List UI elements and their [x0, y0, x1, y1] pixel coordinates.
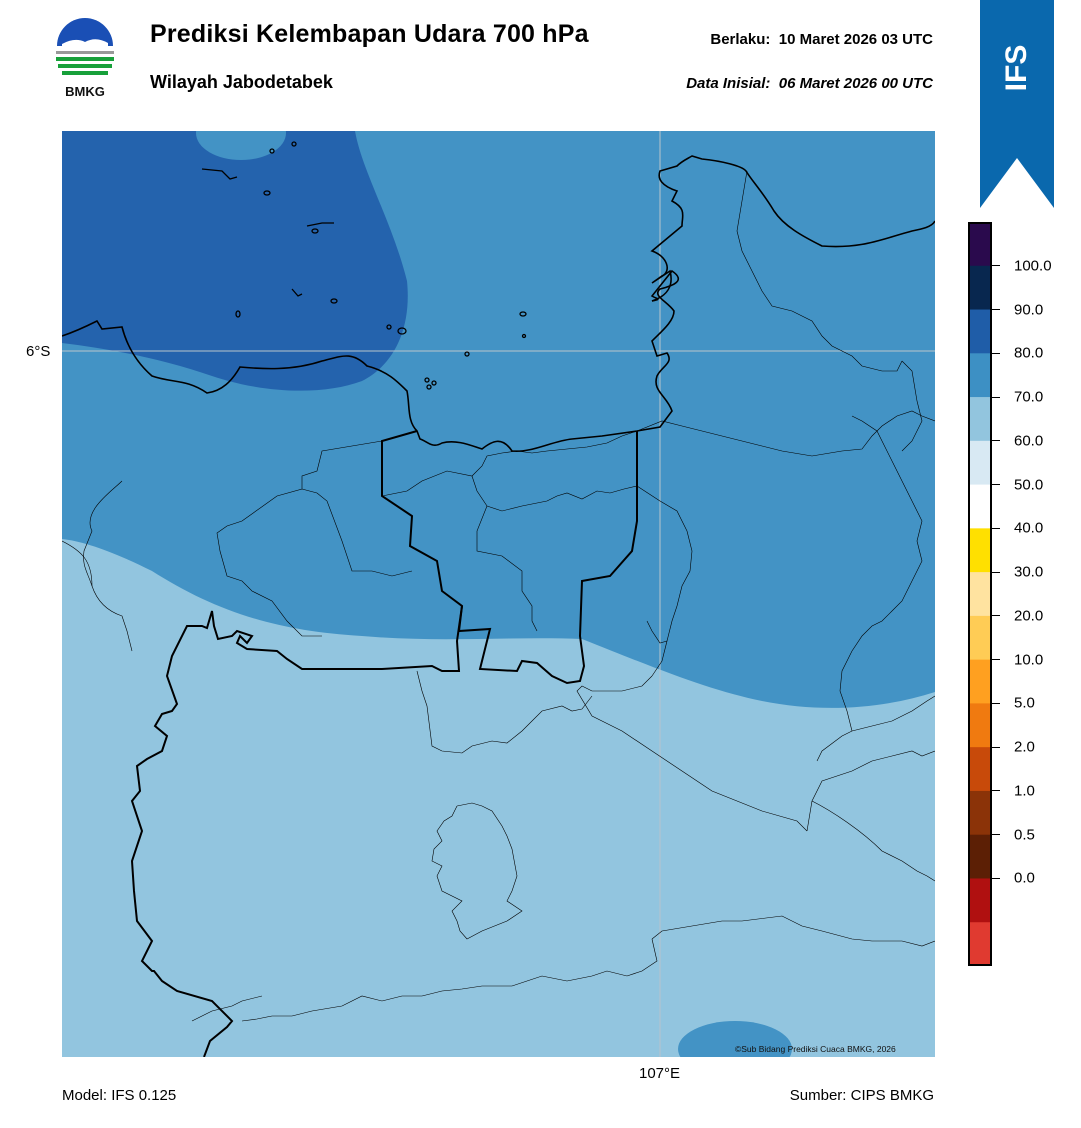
coastline — [62, 269, 679, 452]
colorbar-tick-label: 5.0 — [1014, 694, 1035, 712]
page-title: Prediksi Kelembapan Udara 700 hPa — [150, 20, 589, 48]
colorbar-tick-label: 10.0 — [1014, 651, 1044, 669]
colorbar-tick — [992, 527, 1000, 529]
colorbar-tick — [992, 746, 1000, 748]
colorbar-bin — [968, 440, 992, 486]
source-info: Sumber: CIPS BMKG — [789, 1087, 934, 1104]
valid-time-label: Berlaku: — [710, 31, 771, 48]
district-boundaries — [62, 170, 935, 1022]
islands — [201, 141, 527, 390]
model-ribbon-label-box: IFS — [980, 20, 1054, 116]
colorbar-bin — [968, 747, 992, 792]
init-time-label: Data Inisial: — [686, 75, 771, 92]
colorbar-tick-label: 70.0 — [1014, 388, 1044, 406]
bmkg-logo-icon — [55, 18, 115, 81]
init-time-value: 06 Maret 2026 00 UTC — [778, 75, 933, 92]
banten-boundary — [130, 605, 463, 1057]
bmkg-logo: BMKG — [50, 18, 120, 102]
colorbar-ticks: 100.0 90.0 80.0 70.0 60.0 50.0 40.0 30.0 20.0 10.… — [992, 222, 1072, 966]
colorbar-bin — [968, 878, 992, 923]
colorbar-tick-label: 2.0 — [1014, 738, 1035, 756]
colorbar-tick — [992, 309, 1000, 311]
colorbar-tick-label: 0.5 — [1014, 826, 1035, 844]
latitude-label: 6°S — [26, 343, 51, 360]
colorbar-bin — [968, 309, 992, 354]
colorbar — [968, 222, 992, 966]
colorbar-tick — [992, 877, 1000, 879]
colorbar-bin — [968, 790, 992, 836]
colorbar-tick — [992, 702, 1000, 704]
colorbar-tick — [992, 790, 1000, 792]
logo-text: BMKG — [65, 84, 105, 99]
colorbar-tick-label: 1.0 — [1014, 782, 1035, 800]
colorbar-tick — [992, 396, 1000, 398]
coastline-east — [650, 155, 935, 302]
zone-70-80-pocket — [196, 131, 286, 160]
colorbar-bin — [968, 528, 992, 573]
zone-80-90 — [62, 131, 408, 391]
colorbar-tick — [992, 440, 1000, 442]
colorbar-bin — [968, 397, 992, 442]
model-ribbon-label: IFS — [1000, 44, 1033, 92]
colorbar-tick — [992, 834, 1000, 836]
colorbar-tick-label: 20.0 — [1014, 607, 1044, 625]
colorbar-bin — [968, 572, 992, 617]
colorbar-bin — [968, 659, 992, 704]
colorbar-bin — [968, 484, 992, 529]
page-subtitle: Wilayah Jabodetabek — [150, 72, 333, 92]
valid-time-value: 10 Maret 2026 03 UTC — [778, 31, 933, 48]
colorbar-tick-label: 60.0 — [1014, 432, 1044, 450]
colorbar-bin — [968, 265, 992, 311]
jakarta-boundary — [381, 430, 638, 685]
colorbar-bin — [968, 222, 992, 267]
zone-70-80-pocket-south — [678, 1021, 792, 1057]
colorbar-bin — [968, 834, 992, 879]
colorbar-tick — [992, 265, 1000, 267]
colorbar-tick-label: 0.0 — [1014, 869, 1035, 887]
map-credit: ©Sub Bidang Prediksi Cuaca BMKG, 2026 — [735, 1044, 896, 1054]
colorbar-tick-label: 90.0 — [1014, 301, 1044, 319]
colorbar-tick — [992, 571, 1000, 573]
model-info: Model: IFS 0.125 — [62, 1087, 177, 1104]
colorbar-tick — [992, 352, 1000, 354]
colorbar-tick — [992, 615, 1000, 617]
colorbar-bin — [968, 703, 992, 748]
colorbar-tick — [992, 484, 1000, 486]
colorbar-bin — [968, 922, 992, 966]
colorbar-tick-label: 30.0 — [1014, 563, 1044, 581]
model-ribbon — [980, 0, 1054, 208]
colorbar-border — [968, 222, 992, 966]
colorbar-tick-label: 100.0 — [1014, 257, 1052, 275]
humidity-map — [62, 131, 935, 1057]
colorbar-tick — [992, 659, 1000, 661]
colorbar-bin — [968, 615, 992, 661]
colorbar-tick-label: 40.0 — [1014, 519, 1044, 537]
colorbar-tick-label: 50.0 — [1014, 476, 1044, 494]
colorbar-bin — [968, 353, 992, 398]
colorbar-tick-label: 80.0 — [1014, 344, 1044, 362]
valid-time: Berlaku: 10 Maret 2026 03 UTC — [710, 31, 933, 48]
init-time: Data Inisial: 06 Maret 2026 00 UTC — [686, 75, 933, 92]
longitude-label: 107°E — [639, 1065, 681, 1082]
